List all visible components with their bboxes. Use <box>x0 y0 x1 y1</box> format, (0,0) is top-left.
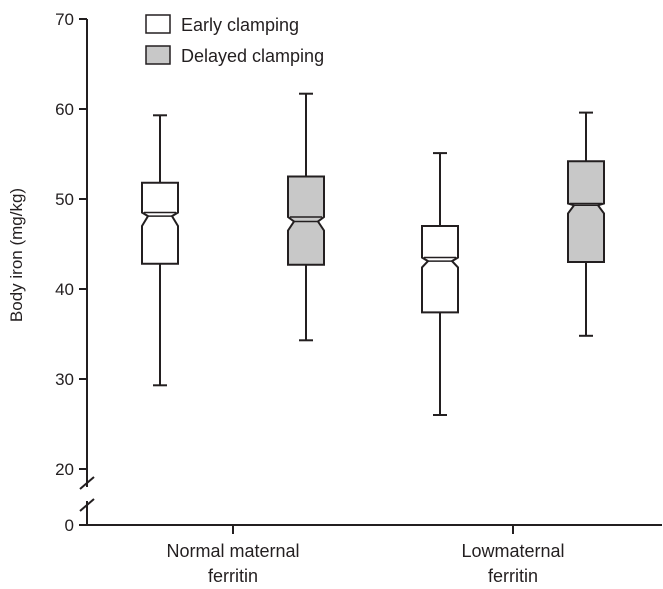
boxes <box>141 92 605 416</box>
y-tick-label: 70 <box>55 10 74 29</box>
notched-box <box>141 181 179 265</box>
y-tick-label: 40 <box>55 280 74 299</box>
y-tick-label: 60 <box>55 100 74 119</box>
y-axis-break-mark <box>79 498 95 512</box>
y-axis-title: Body iron (mg/kg) <box>7 188 26 322</box>
x-tick-label: ferritin <box>208 566 258 586</box>
notched-box <box>567 160 605 263</box>
x-tick-label: Normal maternal <box>166 541 299 561</box>
box-1-0 <box>287 92 325 342</box>
x-tick-label: ferritin <box>488 566 538 586</box>
x-tick-label: Lowmaternal <box>461 541 564 561</box>
y-tick-label: 0 <box>65 516 74 535</box>
legend-label: Early clamping <box>181 15 299 35</box>
box-0-1 <box>421 152 459 416</box>
axes: 0 20 30 40 50 60 70 Normal maternal ferritin Lowm… <box>55 10 662 586</box>
y-axis-break-mark <box>79 476 95 490</box>
notched-box <box>287 175 325 266</box>
legend-label: Delayed clamping <box>181 46 324 66</box>
box-0-0 <box>141 114 179 387</box>
y-tick-label: 50 <box>55 190 74 209</box>
legend-swatch <box>145 14 171 34</box>
legend: Early clamping Delayed clamping <box>145 14 324 66</box>
notched-box <box>421 225 459 314</box>
legend-swatch <box>145 45 171 65</box>
y-tick-label: 20 <box>55 460 74 479</box>
y-tick-label: 30 <box>55 370 74 389</box>
box-1-1 <box>567 111 605 337</box>
